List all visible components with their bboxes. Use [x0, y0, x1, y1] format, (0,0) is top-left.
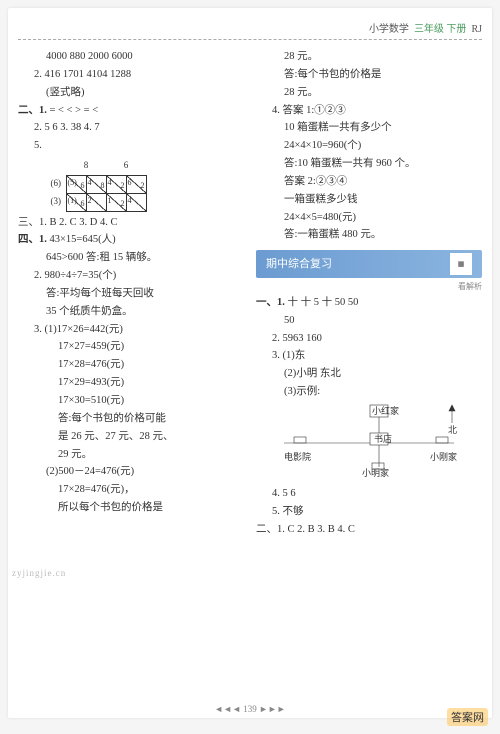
- mid-review-banner: 期中综合复习 ▦: [256, 250, 482, 278]
- sec4-3i: (2)500－24=476(元): [18, 463, 244, 481]
- s1-3b: (2)小明 东北: [256, 365, 482, 383]
- s1-1-text: 十 十 5 十 50 50: [288, 297, 359, 308]
- lattice-c13: 4: [126, 193, 146, 211]
- sec4-label: 四、1.: [18, 234, 47, 245]
- header-grade: 三年级 下册: [414, 24, 467, 35]
- map-xh: 小红家: [372, 405, 399, 416]
- map-bd: 书店: [374, 433, 392, 444]
- sec4-2c: 35 个纸质牛奶盒。: [18, 303, 244, 321]
- map-xg: 小刚家: [430, 451, 457, 462]
- sec2-1: = < < > = <: [50, 105, 99, 116]
- banner-side: 看解析: [256, 280, 482, 294]
- sec2-5-label: 5.: [18, 137, 244, 155]
- sec4-1a: 四、1. 43×15=645(人): [18, 231, 244, 249]
- lattice-c10: (1)6: [66, 193, 86, 211]
- sec4-3f: 答:每个书包的价格可能: [18, 410, 244, 428]
- sec2-row2: 2. 5 6 3. 38 4. 7: [18, 119, 244, 137]
- banner-title: 期中综合复习: [266, 255, 332, 274]
- sec2-row1: 二、1. = < < > = <: [18, 102, 244, 120]
- q4a: 4. 答案 1:①②③: [256, 102, 482, 120]
- sec4-3h: 29 元。: [18, 446, 244, 464]
- r3: 28 元。: [256, 84, 482, 102]
- right-column: 28 元。 答:每个书包的价格是 28 元。 4. 答案 1:①②③ 10 箱蛋…: [256, 48, 482, 538]
- q4b: 10 箱蛋糕一共有多少个: [256, 119, 482, 137]
- lattice-top-8: 8: [66, 157, 106, 175]
- sec2-label: 二、1.: [18, 105, 47, 116]
- q4f: 一箱蛋糕多少钱: [256, 191, 482, 209]
- map-north: 北: [448, 425, 457, 435]
- q4e: 答案 2:②③④: [256, 173, 482, 191]
- lattice-c02: 42: [106, 175, 126, 193]
- watermark-left: zyjingjie.cn: [12, 568, 66, 578]
- lattice-c00: (5)6: [66, 175, 86, 193]
- lattice-c01: 48: [86, 175, 106, 193]
- r1: 28 元。: [256, 48, 482, 66]
- map-diagram: 小红家 书店 电影院 小明家 小刚家 北: [256, 403, 482, 483]
- q2-nums: 416 1701 4104 1288: [45, 69, 132, 80]
- s1-1b: 50: [256, 312, 482, 330]
- q2-row: 2. 416 1701 4104 1288: [18, 66, 244, 84]
- s1-5: 5. 不够: [256, 503, 482, 521]
- q4h: 答:一箱蛋糕 480 元。: [256, 226, 482, 244]
- s1-3c: (3)示例:: [256, 383, 482, 401]
- sec4-2b: 答:平均每个班每天回收: [18, 285, 244, 303]
- header-series: RJ: [471, 24, 482, 35]
- lattice-c03: 62: [126, 175, 146, 193]
- map-dy: 电影院: [284, 451, 311, 462]
- s1-label: 一、1.: [256, 297, 285, 308]
- sec4-3d: 17×29=493(元): [18, 374, 244, 392]
- left-column: 4000 880 2000 6000 2. 416 1701 4104 1288…: [18, 48, 244, 538]
- r-sec2: 二、1. C 2. B 3. B 4. C: [256, 521, 482, 539]
- sec4-3a: 3. (1)17×26=442(元): [18, 321, 244, 339]
- q4d: 答:10 箱蛋糕一共有 960 个。: [256, 155, 482, 173]
- watermark-bottom-right: 答案网: [447, 708, 488, 726]
- s1-1: 一、1. 十 十 5 十 50 50: [256, 294, 482, 312]
- r2: 答:每个书包的价格是: [256, 66, 482, 84]
- sec4-3k: 所以每个书包的价格是: [18, 499, 244, 517]
- lattice-grid: 8 6 (6) (5)6 48 42 62 (3) (1)6 2 12 4: [46, 157, 147, 212]
- sec3: 三、1. B 2. C 3. D 4. C: [18, 214, 244, 232]
- q4g: 24×4×5=480(元): [256, 209, 482, 227]
- s1-2: 2. 5963 160: [256, 330, 482, 348]
- q4c: 24×4×10=960(个): [256, 137, 482, 155]
- sec4-3g: 是 26 元、27 元、28 元、: [18, 428, 244, 446]
- lattice-c11: 2: [86, 193, 106, 211]
- s1-4: 4. 5 6: [256, 485, 482, 503]
- sec4-3c: 17×28=476(元): [18, 356, 244, 374]
- q2-label: 2.: [34, 69, 42, 80]
- q2-note: (竖式略): [18, 84, 244, 102]
- sec4-3e: 17×30=510(元): [18, 392, 244, 410]
- sec4-1b: 645>600 答:租 15 辆够。: [18, 249, 244, 267]
- sec4-1a-text: 43×15=645(人): [50, 234, 116, 245]
- qr-icon: ▦: [450, 253, 472, 275]
- page-header: 小学数学 三年级 下册 RJ: [18, 20, 482, 40]
- lattice-left-3: (3): [46, 193, 66, 211]
- lattice-top-6: 6: [106, 157, 146, 175]
- header-subject: 小学数学: [369, 24, 409, 35]
- sec4-3b: 17×27=459(元): [18, 338, 244, 356]
- page: 小学数学 三年级 下册 RJ 4000 880 2000 6000 2. 416…: [8, 8, 492, 718]
- nums-row: 4000 880 2000 6000: [18, 48, 244, 66]
- content-columns: 4000 880 2000 6000 2. 416 1701 4104 1288…: [18, 48, 482, 538]
- lattice-left-6: (6): [46, 175, 66, 193]
- map-xm: 小明家: [362, 467, 389, 478]
- page-number: ◄◄◄ 139 ►►►: [8, 704, 492, 714]
- sec4-3j: 17×28=476(元)，: [18, 481, 244, 499]
- sec4-2a: 2. 980÷4÷7=35(个): [18, 267, 244, 285]
- lattice-c12: 12: [106, 193, 126, 211]
- s1-3a: 3. (1)东: [256, 347, 482, 365]
